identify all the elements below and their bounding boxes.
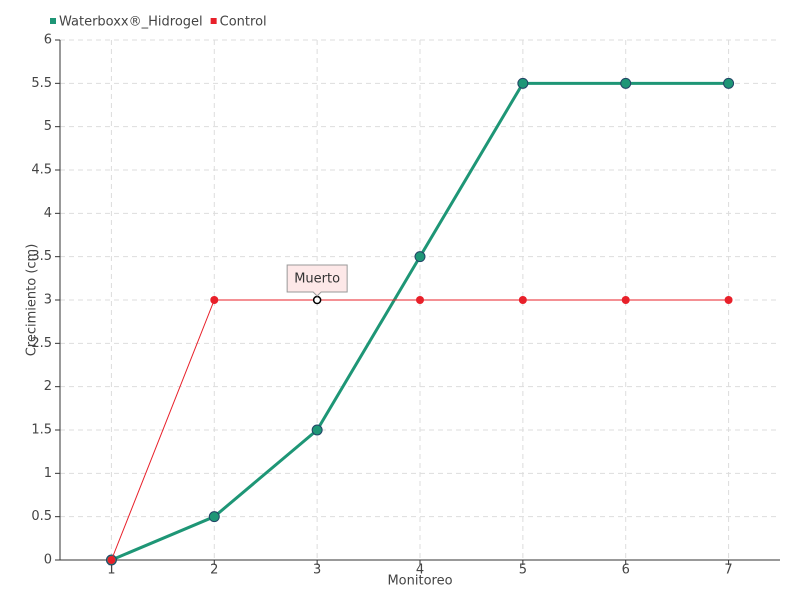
data-point	[621, 296, 630, 304]
data-point	[518, 296, 527, 304]
data-point	[620, 77, 632, 89]
legend-swatch	[210, 18, 217, 24]
x-tick-label: 3	[313, 563, 321, 578]
x-tick-label: 2	[210, 563, 218, 578]
y-tick-label: 3	[44, 293, 52, 308]
data-point	[723, 77, 735, 89]
x-tick-label: 7	[724, 563, 732, 578]
y-tick-label: 0	[44, 553, 52, 568]
y-tick-label: 1	[44, 466, 52, 481]
data-point	[414, 251, 426, 263]
y-tick-label: 5.5	[31, 76, 52, 91]
x-tick-label: 4	[416, 563, 424, 578]
data-point	[416, 296, 424, 304]
legend-label: Control	[220, 15, 267, 30]
legend-swatch	[50, 18, 56, 24]
data-point	[517, 77, 529, 89]
y-tick-label: 2	[44, 379, 52, 394]
y-tick-label: 3.5	[31, 249, 52, 264]
data-point	[210, 296, 219, 304]
data-point	[724, 296, 733, 304]
y-tick-label: 4	[44, 206, 52, 221]
y-tick-label: 1.5	[31, 423, 52, 438]
data-point	[107, 556, 116, 564]
x-tick-label: 5	[519, 563, 527, 578]
x-axis-label: Monitoreo	[387, 574, 452, 589]
data-point	[311, 424, 323, 436]
x-tick-label: 6	[622, 563, 630, 578]
annotation-box	[286, 264, 348, 297]
data-point	[208, 511, 220, 523]
y-tick-label: 0.5	[31, 509, 52, 524]
y-tick-label: 5	[44, 119, 52, 134]
annotation-point	[312, 295, 322, 305]
y-tick-label: 2.5	[31, 336, 52, 351]
x-tick-label: 1	[107, 563, 115, 578]
annotation-text: Muerto	[294, 272, 340, 287]
y-axis-label: Crecimiento (cm)	[25, 244, 40, 357]
y-tick-label: 6	[44, 33, 52, 48]
legend-label: Waterboxx®_Hidrogel	[59, 15, 203, 30]
y-tick-label: 4.5	[31, 163, 52, 178]
